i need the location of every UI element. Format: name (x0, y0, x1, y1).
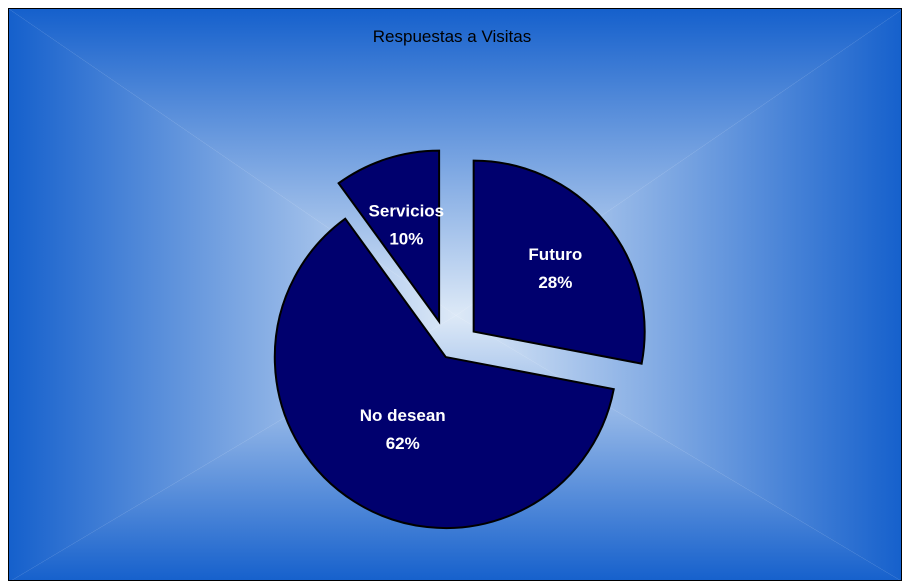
pie-slice-no-desean (273, 217, 615, 530)
data-label-futuro: Futuro 28% (528, 245, 582, 292)
background-right (456, 10, 901, 580)
pie-slice-servicios (337, 149, 441, 325)
chart-title: Respuestas a Visitas (372, 27, 532, 46)
background-left (9, 9, 456, 580)
plot-area: Futuro 28% No desean 62% Servicios 10% Respue… (8, 8, 902, 581)
pie-chart: Futuro 28% No desean 62% Servicios 10% (273, 149, 646, 530)
data-label-no-desean: No desean 62% (360, 406, 446, 453)
pie-slice-futuro (472, 159, 646, 365)
background-top (9, 9, 901, 316)
data-label-servicios: Servicios 10% (369, 202, 445, 249)
